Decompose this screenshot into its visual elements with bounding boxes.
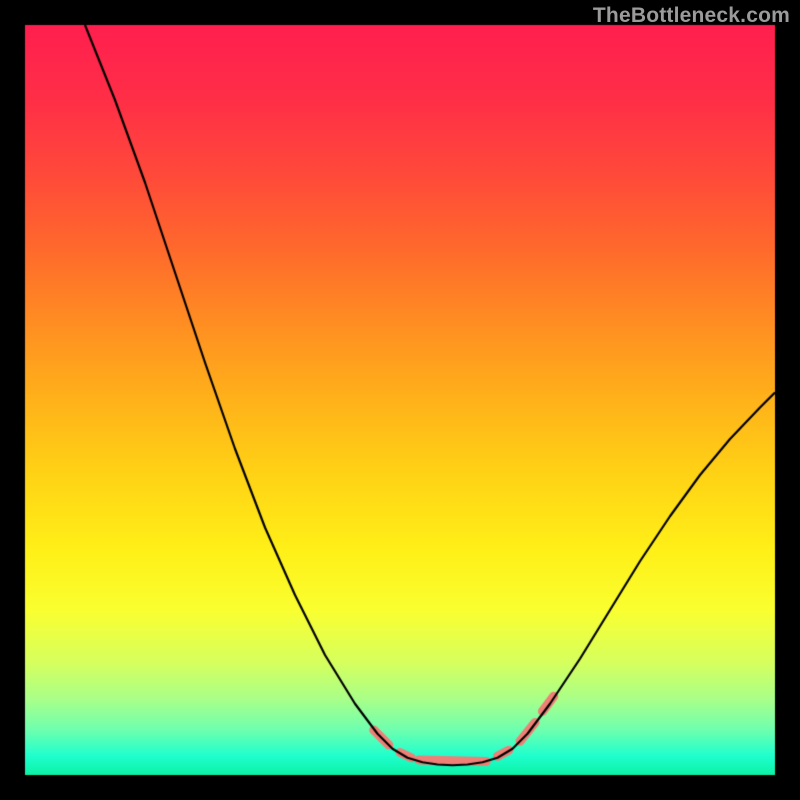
bottleneck-chart-canvas: [0, 0, 800, 800]
watermark-label: TheBottleneck.com: [593, 4, 790, 28]
chart-container: TheBottleneck.com: [0, 0, 800, 800]
